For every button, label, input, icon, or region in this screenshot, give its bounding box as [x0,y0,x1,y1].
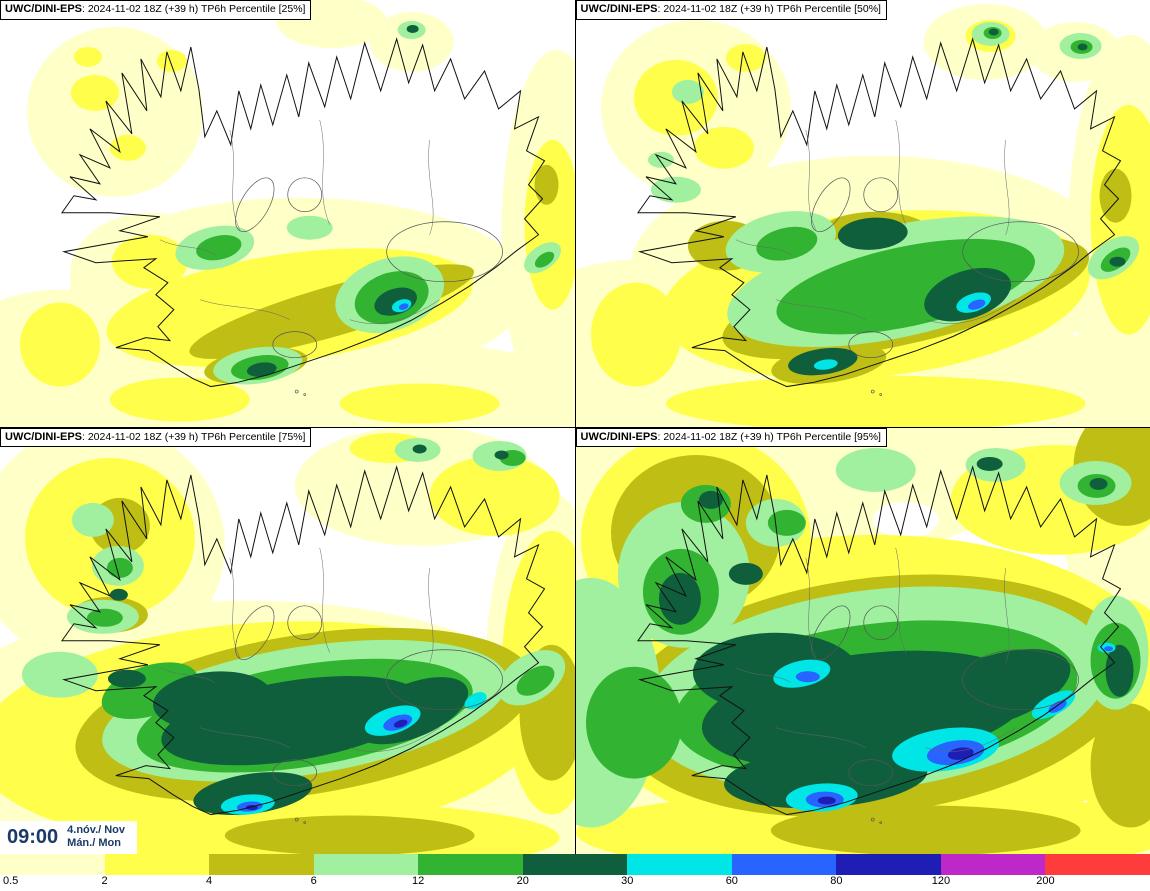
colorbar-ticks: 0.5 2 4 6 12 20 30 60 80 120 200 [0,875,1150,890]
parameter-name: TP6h Percentile [776,3,855,15]
model-name: UWC/DINI-EPS [580,3,658,15]
precip-map-p50 [575,3,1150,427]
parameter-name: TP6h Percentile [776,430,855,443]
model-name: UWC/DINI-EPS [5,430,82,443]
colorbar-tick: 6 [310,875,317,887]
valid-day: Mán./ Mon [67,837,121,850]
colorbar-tick: 4 [206,875,213,887]
precip-colorbar: 0.5 2 4 6 12 20 30 60 80 120 200 [0,854,1150,890]
colorbar-segment-4 [209,854,314,875]
colorbar-segment-20 [522,854,628,875]
precip-shading [575,427,1150,854]
parameter-name: TP6h Percentile [200,430,279,443]
map-panel-p75: UWC/DINI-EPS: 2024-11-02 18Z (+39 h) TP6… [0,427,575,854]
colorbar-segment-6 [313,854,419,875]
colorbar-tick: 30 [621,875,634,887]
colorbar-segment-60 [731,854,837,875]
percentile-value: [50%] [854,3,881,15]
colorbar-segment-0.5 [0,854,105,875]
colorbar-strip [0,854,1150,875]
precip-shading [575,3,1150,427]
colorbar-tick: 60 [725,875,738,887]
map-panel-p95: UWC/DINI-EPS: 2024-11-02 18Z (+39 h) TP6… [575,427,1150,854]
run-info: : 2024-11-02 18Z (+39 h) [657,430,777,443]
colorbar-tick: 80 [830,875,843,887]
percentile-value: [95%] [854,430,881,443]
colorbar-segment-12 [418,854,523,875]
run-info: : 2024-11-02 18Z (+39 h) [82,430,201,443]
panel-grid: UWC/DINI-EPS: 2024-11-02 18Z (+39 h) TP6… [0,0,1150,854]
precip-map-p75 [0,427,575,854]
run-info: : 2024-11-02 18Z (+39 h) [657,3,777,15]
percentile-value: [75%] [278,430,306,443]
colorbar-tick: 12 [412,875,425,887]
valid-time: 09:00 [7,825,59,848]
colorbar-tick: 20 [516,875,529,887]
colorbar-segment-2 [104,854,210,875]
run-info: : 2024-11-02 18Z (+39 h) [82,3,201,15]
colorbar-segment-80 [836,854,941,875]
valid-date-block: 4.nóv./ Nov Mán./ Mon [67,824,125,852]
map-panel-p50: UWC/DINI-EPS: 2024-11-02 18Z (+39 h) TP6… [575,0,1150,427]
panel-title: UWC/DINI-EPS: 2024-11-02 18Z (+39 h) TP6… [0,0,312,20]
panel-title: UWC/DINI-EPS: 2024-11-02 18Z (+39 h) TP6… [575,427,887,448]
colorbar-tick: 120 [931,875,951,887]
valid-date: 4.nóv./ Nov [67,823,126,836]
precip-map-p95 [575,427,1150,854]
colorbar-segment-200 [1045,854,1150,875]
model-name: UWC/DINI-EPS [580,430,658,443]
panel-title: UWC/DINI-EPS: 2024-11-02 18Z (+39 h) TP6… [0,427,312,448]
colorbar-segment-30 [627,854,732,875]
colorbar-tick: 200 [1036,875,1055,887]
percentile-value: [25%] [278,3,306,15]
parameter-name: TP6h Percentile [200,3,279,15]
colorbar-tick: 0.5 [3,875,19,887]
precip-map-p25 [0,0,575,427]
colorbar-tick: 2 [101,875,108,887]
panel-title: UWC/DINI-EPS: 2024-11-02 18Z (+39 h) TP6… [575,0,887,20]
model-name: UWC/DINI-EPS [5,3,82,15]
map-panel-p25: UWC/DINI-EPS: 2024-11-02 18Z (+39 h) TP6… [0,0,575,427]
colorbar-segment-120 [940,854,1046,875]
valid-time-box: 09:00 4.nóv./ Nov Mán./ Mon [0,820,138,854]
